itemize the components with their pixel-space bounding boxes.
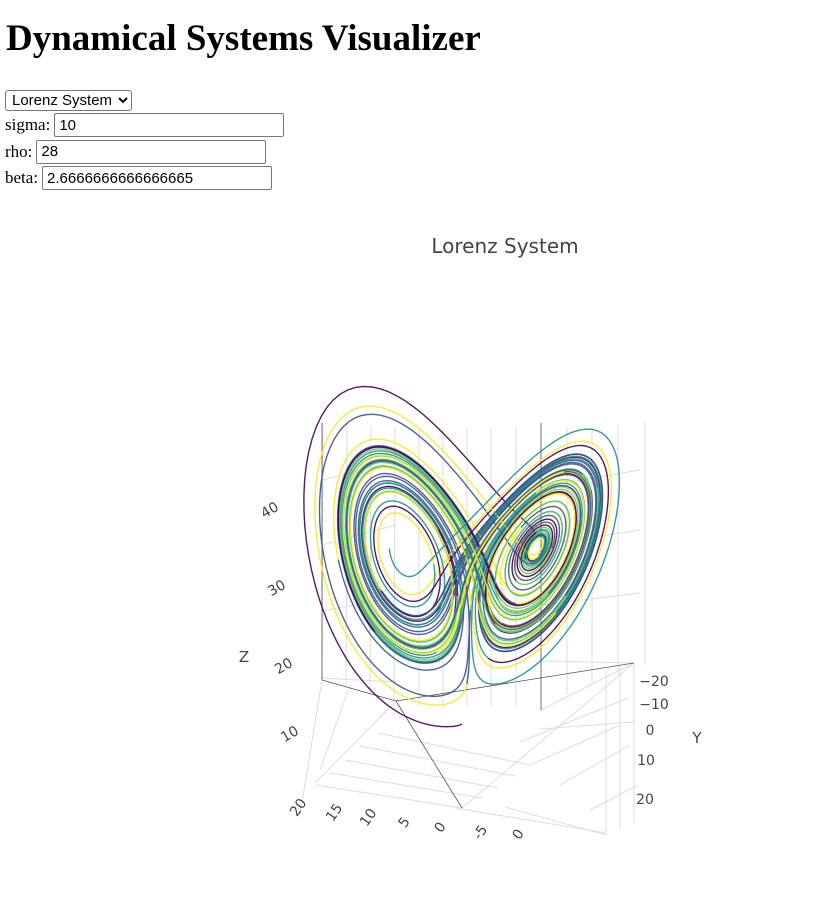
trajectory-segment [377, 440, 613, 669]
rho-input[interactable] [36, 139, 267, 164]
grid-line [504, 806, 607, 836]
trajectory-segment [373, 444, 610, 664]
param-row-sigma: sigma: [5, 112, 285, 139]
z-tick-label: 10 [278, 723, 301, 746]
grid-line [315, 784, 463, 809]
grid-line [393, 426, 396, 701]
axis-line [321, 679, 397, 702]
grid-line [559, 744, 631, 786]
y-tick-label: −20 [639, 674, 669, 690]
controls-panel: Lorenz System sigma: rho: beta: [5, 89, 285, 192]
trajectory-segment [349, 466, 557, 646]
z-axis-title: Z [239, 648, 249, 666]
y-tick-label: −10 [639, 697, 669, 713]
trajectory-segment [342, 454, 585, 655]
system-select[interactable]: Lorenz System [5, 89, 132, 111]
beta-label: beta: [5, 168, 39, 188]
trajectory-segment [337, 446, 594, 634]
trajectory-segment [359, 458, 600, 663]
grid-line [344, 759, 499, 789]
x-tick-label: 15 [323, 801, 346, 825]
grid-line [529, 724, 621, 766]
trajectory-segment [362, 455, 602, 650]
trajectory-segment [508, 505, 567, 591]
y-tick-label: 10 [637, 753, 655, 769]
z-tick-label: 30 [265, 577, 288, 600]
lorenz-plot[interactable]: Lorenz System 10 20 30 40 −20 −10 0 10 20 20 15 10 5… [0, 225, 820, 865]
grid-line [319, 684, 351, 771]
axis-line [395, 662, 635, 702]
chart-title: Lorenz System [431, 234, 578, 258]
grid-line [540, 660, 635, 664]
trajectory-segment [338, 448, 579, 661]
z-tick-label: 20 [272, 655, 295, 678]
param-row-beta: beta: [5, 165, 284, 192]
trajectory-segment [303, 385, 547, 728]
grid-line [359, 745, 516, 777]
grid-line [329, 772, 483, 799]
grid-line [461, 662, 635, 809]
trajectory-segment [354, 461, 598, 685]
sigma-label: sigma: [5, 115, 51, 135]
y-tick-label: 20 [636, 792, 654, 808]
trajectory-segment [511, 518, 558, 582]
grid-line [454, 807, 607, 834]
page-title: Dynamical Systems Visualizer [6, 18, 481, 59]
trajectory-segment [337, 459, 599, 671]
axis-line [395, 700, 463, 809]
grid-line [519, 697, 629, 743]
grid-line [540, 592, 641, 606]
x-tick-label: 0 [510, 826, 528, 842]
grid-line [540, 662, 635, 711]
grid-line [589, 784, 639, 811]
rho-label: rho: [5, 141, 33, 161]
x-tick-label: -5 [470, 822, 491, 843]
y-axis-title: Y [691, 729, 702, 747]
trajectory-segment [388, 428, 621, 685]
x-tick-label: 5 [396, 814, 414, 830]
grid-line [377, 732, 531, 766]
y-tick-label: 0 [646, 723, 655, 739]
trajectory-segment [345, 460, 592, 648]
sigma-input[interactable] [54, 113, 285, 138]
trajectory-segment [341, 452, 583, 659]
trajectory-segment [381, 453, 604, 653]
grid-line [314, 700, 397, 784]
trajectory-segment [336, 444, 590, 664]
trajectory-segment [523, 528, 550, 567]
param-row-rho: rho: [5, 139, 284, 166]
trajectory-trace[interactable] [303, 385, 621, 728]
x-tick-label: 0 [432, 819, 450, 835]
plot-svg[interactable]: Lorenz System 10 20 30 40 −20 −10 0 10 20 20 15 10 5… [0, 225, 820, 865]
x-tick-label: 20 [287, 796, 310, 820]
beta-input[interactable] [42, 166, 273, 191]
grid-line [321, 677, 397, 683]
x-tick-label: 10 [357, 806, 380, 830]
grid-line [299, 679, 323, 816]
z-tick-label: 40 [258, 499, 281, 522]
